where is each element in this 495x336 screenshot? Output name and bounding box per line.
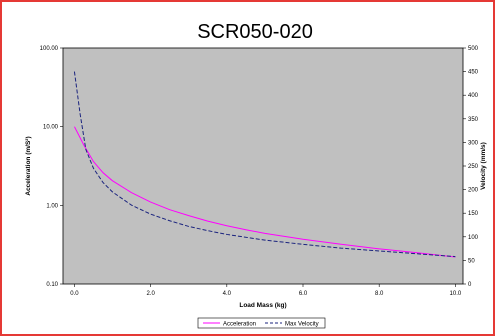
y-right-tick-label: 450	[468, 70, 479, 76]
y-right-tick-label: 300	[468, 140, 479, 146]
y-right-tick-label: 0	[468, 282, 472, 288]
x-tick-label: 8.0	[375, 291, 384, 297]
x-tick-label: 4.0	[223, 291, 232, 297]
series-line-acceleration	[73, 126, 456, 258]
y-right-tick-label: 50	[468, 258, 475, 264]
y-right-tick-label: 100	[468, 235, 479, 241]
y-right-tick-label: 400	[468, 93, 479, 99]
y-right-tick-label: 150	[468, 211, 479, 217]
series-line-max-velocity	[73, 71, 456, 258]
legend: Acceleration Max Velocity	[197, 317, 326, 329]
series-layer	[73, 71, 456, 258]
plot-area	[62, 47, 464, 285]
y-left-tick-label: 0.10	[46, 282, 58, 288]
y-right-tick-label: 350	[468, 117, 479, 123]
legend-label-max-velocity: Max Velocity	[285, 321, 319, 327]
x-tick-label: 2.0	[146, 291, 155, 297]
y-left-tick-label: 10.00	[43, 125, 59, 131]
y-right-tick-label: 250	[468, 164, 479, 170]
x-tick-label: 0.0	[70, 291, 79, 297]
y-left-tick-label: 1.00	[46, 203, 58, 209]
y-right-axis-label: Velocity (mm/s)	[480, 142, 487, 190]
x-tick-label: 6.0	[299, 291, 308, 297]
legend-box	[197, 317, 326, 329]
y-left-ticks: 100.00 10.00 1.00 0.10	[40, 46, 63, 288]
legend-label-acceleration: Acceleration	[223, 321, 256, 327]
x-axis-label: Load Mass (kg)	[239, 302, 286, 309]
y-right-tick-label: 200	[468, 188, 479, 194]
chart-title: SCR050-020	[197, 21, 313, 43]
y-right-tick-label: 500	[468, 46, 479, 52]
y-left-axis-label: Acceleration (m/S²)	[25, 136, 32, 195]
x-tick-label: 10.0	[450, 291, 462, 297]
x-ticks: 0.0 2.0 4.0 6.0 8.0 10.0	[70, 284, 462, 297]
y-left-tick-label: 100.00	[40, 46, 59, 52]
